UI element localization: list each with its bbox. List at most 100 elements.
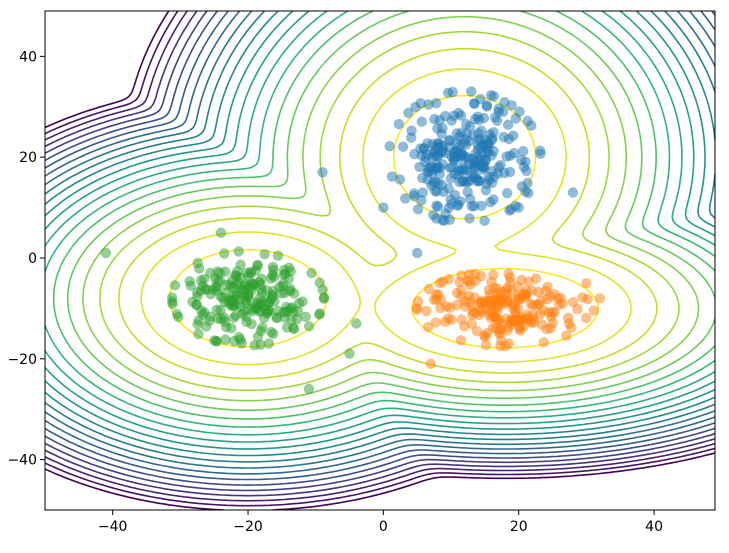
data-point	[567, 296, 579, 308]
data-point	[473, 114, 485, 126]
data-point	[502, 119, 514, 130]
data-point	[228, 312, 239, 323]
data-point	[490, 112, 501, 123]
data-point	[200, 321, 212, 332]
plot-frame	[44, 10, 716, 511]
data-point	[256, 273, 267, 284]
contour-line	[45, 11, 715, 497]
data-point	[594, 293, 606, 304]
data-point	[567, 187, 579, 198]
data-point	[486, 276, 497, 287]
x-tick-label: 20	[510, 519, 528, 535]
data-point	[476, 200, 487, 211]
data-point	[473, 128, 484, 139]
data-point	[233, 246, 244, 257]
data-point	[457, 165, 469, 176]
y-tick-label: 0	[28, 251, 37, 267]
data-point	[464, 193, 476, 205]
data-point	[483, 284, 494, 296]
data-point	[479, 215, 490, 226]
data-point	[260, 304, 271, 315]
data-point	[444, 135, 455, 146]
data-point	[502, 188, 513, 199]
data-point	[243, 270, 254, 282]
data-point	[534, 309, 546, 320]
data-point	[195, 275, 207, 286]
data-point	[417, 187, 428, 198]
data-point	[510, 113, 521, 124]
data-point	[317, 167, 328, 178]
data-point	[169, 280, 181, 291]
data-point	[406, 125, 417, 136]
data-point	[397, 141, 409, 152]
data-point	[444, 302, 456, 313]
data-point	[421, 305, 432, 317]
contour-layer	[45, 11, 715, 510]
x-axis: −40 −20 0 20 40	[98, 510, 663, 535]
data-point	[480, 340, 492, 351]
data-point	[442, 87, 454, 99]
data-point	[211, 336, 222, 347]
data-point	[434, 277, 445, 289]
data-point	[463, 276, 475, 287]
data-point	[426, 180, 437, 191]
data-point	[267, 285, 279, 297]
data-point	[412, 204, 424, 215]
data-point	[475, 154, 486, 165]
data-point	[523, 276, 534, 287]
data-point	[488, 194, 499, 205]
data-point	[484, 129, 495, 140]
data-point	[408, 188, 420, 199]
data-point	[547, 317, 558, 329]
contour-line	[82, 15, 700, 402]
x-tick-label: −20	[233, 519, 263, 535]
data-point	[503, 133, 515, 145]
data-point	[469, 307, 481, 319]
data-point	[472, 176, 483, 187]
data-point	[472, 144, 484, 155]
data-point	[486, 150, 497, 161]
data-point	[344, 348, 355, 359]
data-point	[542, 281, 553, 292]
y-tick-label: 20	[19, 150, 37, 166]
data-point	[582, 293, 593, 305]
x-tick-label: −40	[98, 519, 128, 535]
data-point	[211, 285, 222, 296]
data-point	[219, 296, 230, 308]
data-point	[265, 273, 276, 284]
data-point	[466, 86, 477, 97]
data-point	[318, 293, 330, 304]
data-point	[259, 249, 270, 260]
y-tick-label: −20	[7, 352, 37, 368]
data-point	[451, 287, 463, 299]
scatter-points-layer	[100, 86, 606, 395]
data-point	[289, 288, 300, 299]
data-point	[211, 304, 223, 315]
data-point	[561, 330, 572, 341]
data-point	[384, 141, 395, 152]
data-point	[468, 98, 480, 109]
data-point	[436, 128, 447, 140]
data-point	[423, 321, 434, 333]
data-point	[288, 306, 299, 317]
data-point	[236, 338, 247, 349]
data-point	[423, 283, 435, 295]
data-point	[193, 315, 204, 326]
data-point	[252, 331, 264, 342]
data-point	[512, 281, 523, 292]
data-point	[481, 100, 493, 111]
contour-line	[45, 11, 715, 475]
data-point	[173, 311, 184, 323]
data-point	[503, 321, 515, 332]
data-point	[515, 293, 526, 305]
data-point	[439, 316, 451, 328]
contour-line	[99, 30, 680, 392]
data-point	[523, 187, 534, 199]
data-point	[205, 311, 216, 322]
contour-line	[45, 11, 715, 492]
contour-line	[45, 11, 715, 507]
data-point	[488, 171, 500, 183]
contour-line	[45, 11, 715, 469]
data-point	[272, 250, 284, 261]
